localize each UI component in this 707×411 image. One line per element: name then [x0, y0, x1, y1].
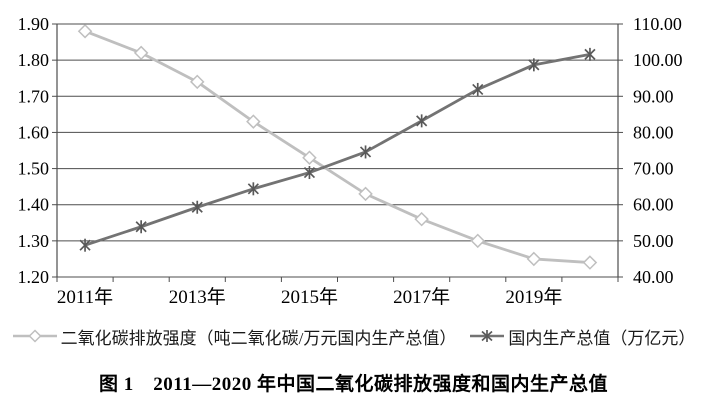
- diamond-marker-icon: [358, 186, 373, 202]
- left-axis-tick-label: 1.50: [18, 159, 50, 179]
- x-axis-tick-label: 2019年: [505, 286, 562, 308]
- x-axis-tick-label: 2015年: [281, 286, 338, 308]
- right-axis-tick-label: 70.00: [633, 159, 674, 179]
- legend-label-gdp: 国内生产总值（万亿元）: [508, 328, 696, 348]
- right-axis-tick-label: 80.00: [633, 122, 674, 142]
- star-marker-icon: [470, 330, 505, 342]
- diamond-marker-icon: [302, 150, 317, 165]
- diamond-marker-icon: [133, 45, 149, 61]
- left-axis-tick-label: 1.80: [18, 50, 50, 70]
- diamond-marker-icon: [526, 251, 542, 267]
- left-axis-tick-label: 1.20: [18, 267, 50, 287]
- right-axis-tick-label: 40.00: [633, 267, 674, 287]
- x-axis-tick-label: 2013年: [169, 286, 226, 308]
- diamond-marker-icon: [12, 329, 57, 343]
- right-axis-tick-label: 90.00: [633, 86, 674, 106]
- diamond-marker-icon: [189, 74, 205, 90]
- left-axis-tick-label: 1.70: [18, 86, 50, 106]
- left-axis-tick-label: 1.40: [18, 195, 50, 215]
- diamond-marker-icon: [246, 114, 261, 129]
- right-axis-tick-label: 100.00: [633, 50, 683, 70]
- series-line: [83, 52, 592, 247]
- diamond-marker-icon: [77, 23, 93, 39]
- right-axis-tick-label: 110.00: [633, 14, 682, 34]
- axes: [56, 24, 619, 282]
- series-gdp: [79, 47, 596, 252]
- series-co2-intensity: [77, 23, 598, 270]
- legend-item-co2-intensity: 二氧化碳排放强度（吨二氧化碳/万元国内生产总值）: [12, 324, 457, 349]
- series-line: [83, 29, 592, 264]
- figure-caption: 图 1 2011—2020 年中国二氧化碳排放强度和国内生产总值: [99, 374, 608, 395]
- x-axis-tick-label: 2017年: [393, 286, 450, 308]
- gridlines: [52, 23, 623, 278]
- right-axis-tick-label: 50.00: [633, 231, 674, 251]
- diamond-marker-icon: [470, 233, 486, 249]
- x-axis-tick-labels: 2011年 2013年 2015年 2017年 2019年: [57, 286, 562, 308]
- x-axis-tick-label: 2011年: [57, 286, 113, 308]
- legend-label-co2-intensity: 二氧化碳排放强度（吨二氧化碳/万元国内生产总值）: [60, 328, 457, 348]
- left-axis-tick-label: 1.90: [18, 14, 50, 34]
- diamond-marker-icon: [582, 255, 598, 270]
- left-axis-tick-label: 1.30: [18, 231, 50, 251]
- line-chart: 1.20 40.00 1.30 50.00 1.40 60.00 1.50 70.00 1.60…: [18, 14, 683, 308]
- right-axis-tick-label: 60.00: [633, 195, 674, 215]
- diamond-marker-icon: [414, 211, 429, 227]
- chart-legend: 二氧化碳排放强度（吨二氧化碳/万元国内生产总值） 国内生产总值（万亿元）: [0, 323, 707, 349]
- left-axis-tick-label: 1.60: [18, 122, 50, 142]
- axis-tick-labels: 1.20 40.00 1.30 50.00 1.40 60.00 1.50 70.00 1.60…: [18, 14, 683, 287]
- legend-item-gdp: 国内生产总值（万亿元）: [469, 324, 695, 349]
